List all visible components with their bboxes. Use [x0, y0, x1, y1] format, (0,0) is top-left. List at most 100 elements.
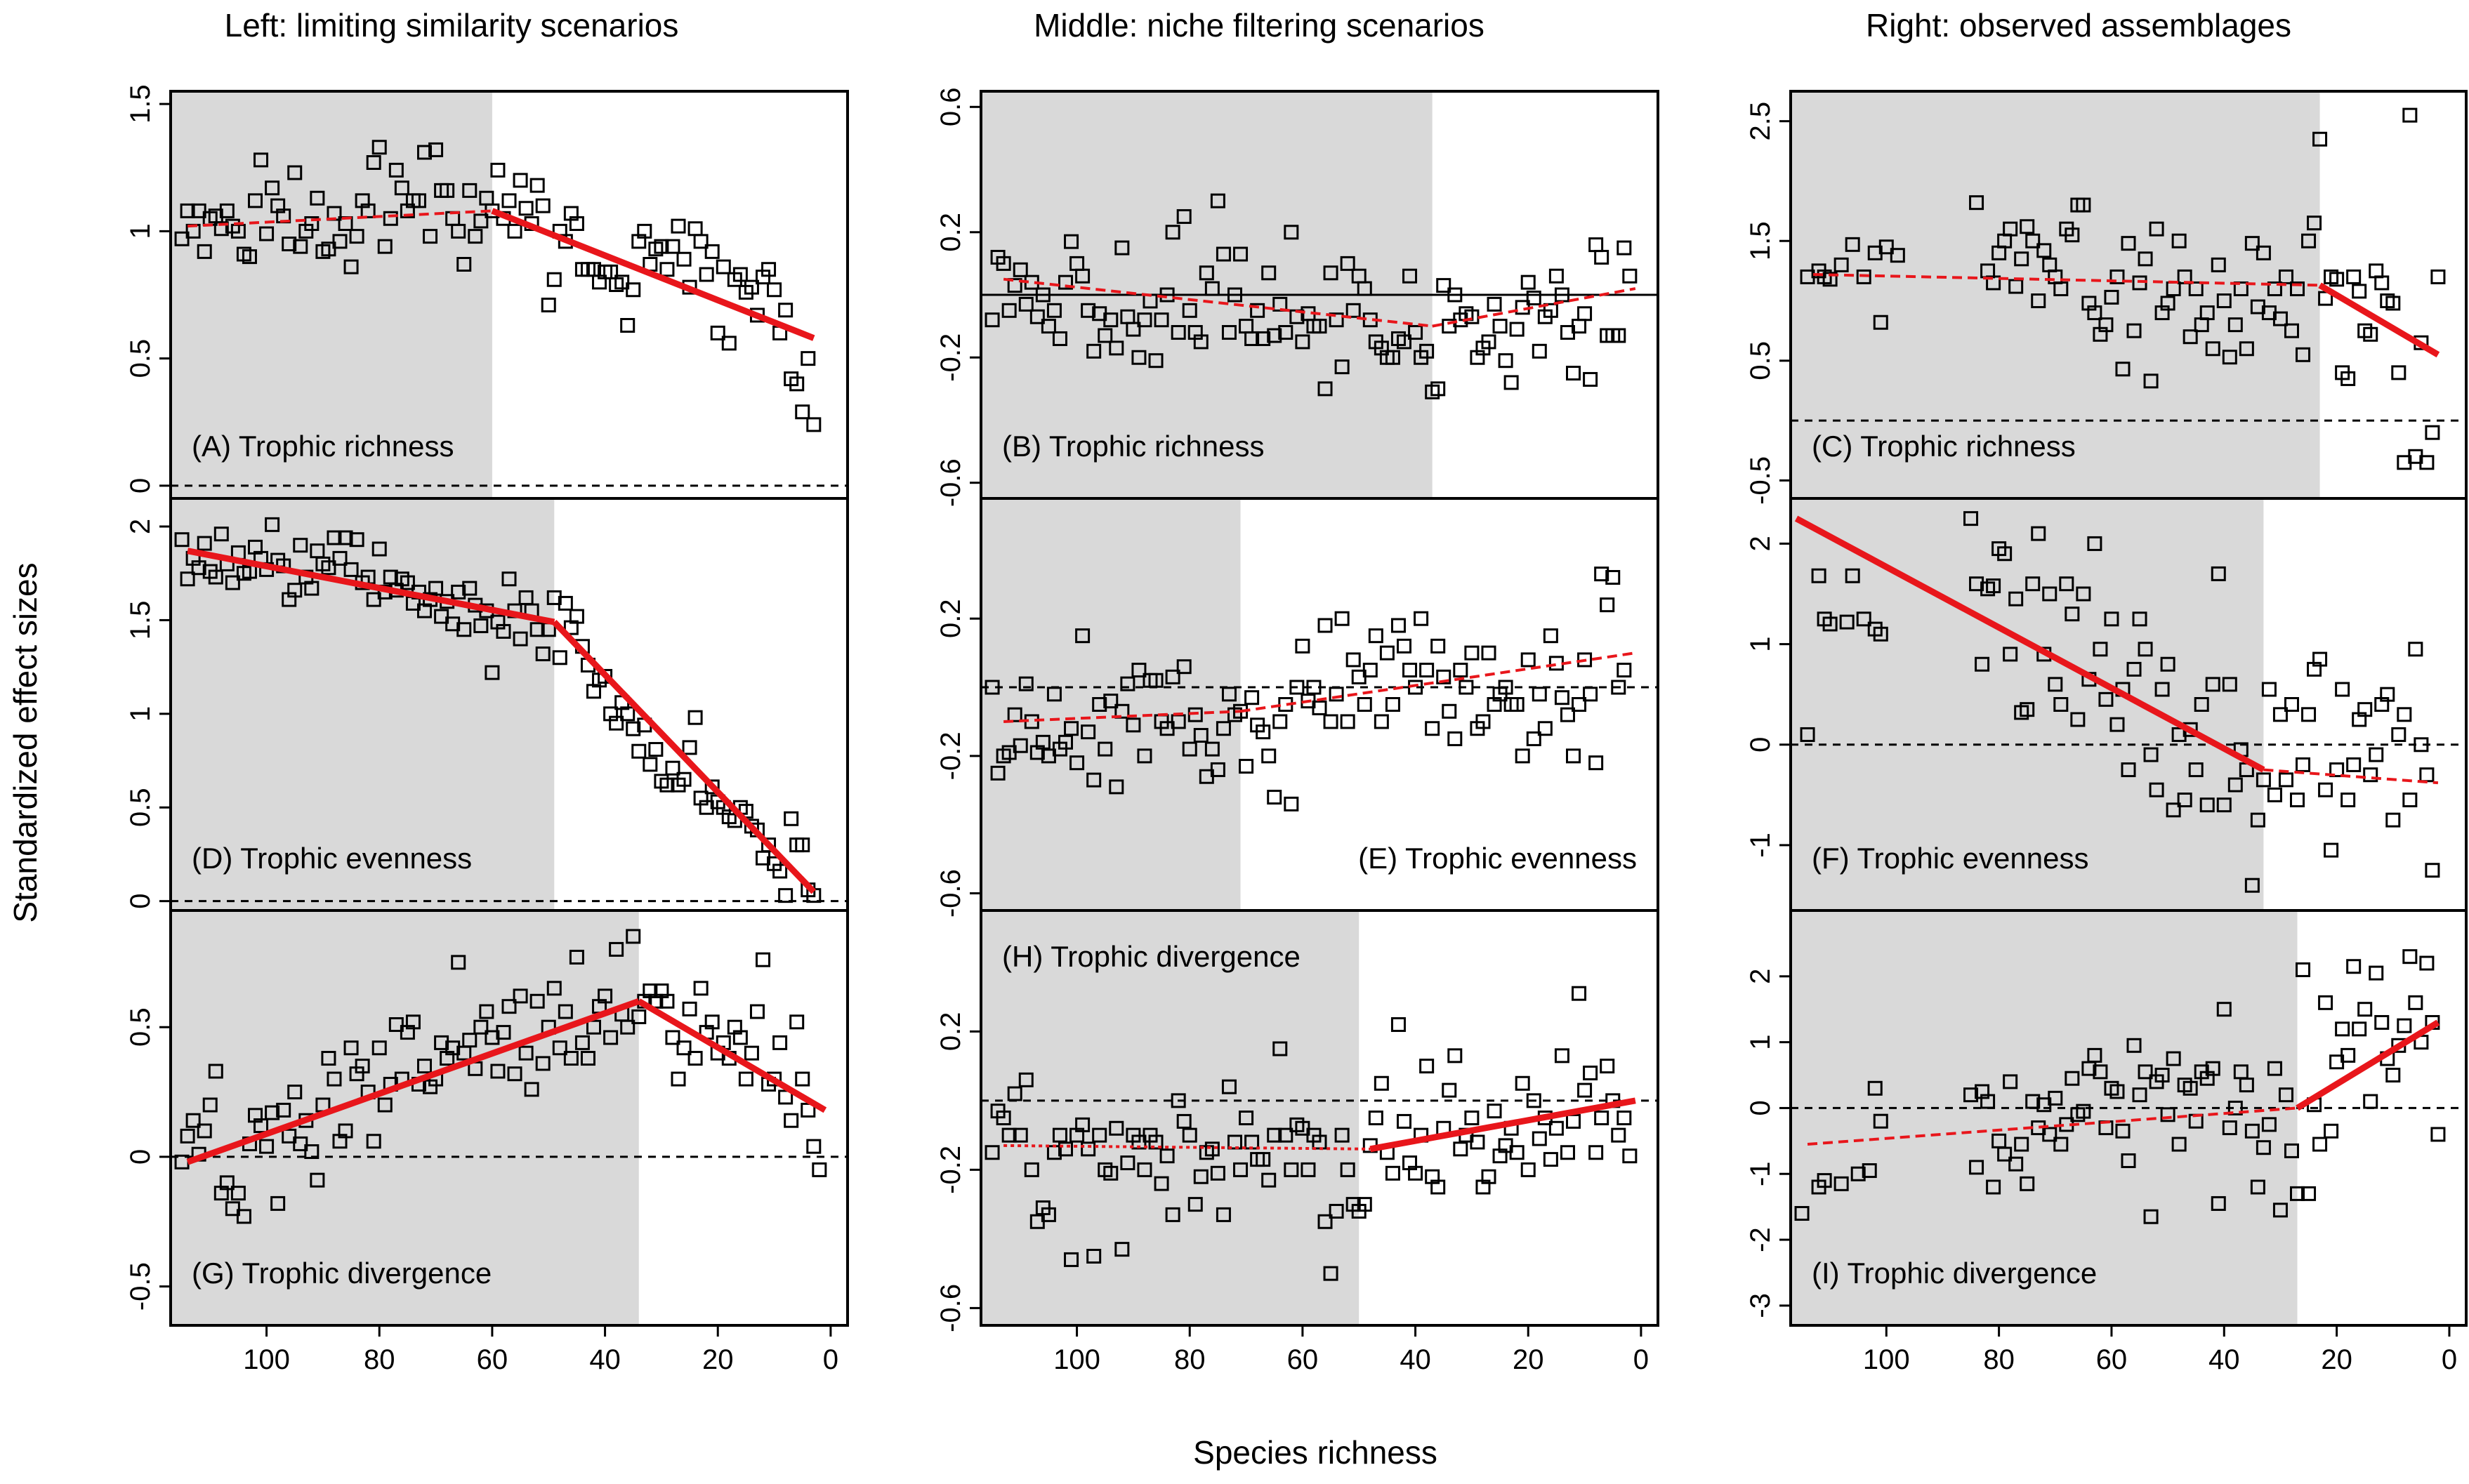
data-point	[1856, 269, 1871, 284]
shaded-region	[1791, 498, 2264, 910]
data-point	[2301, 1186, 2317, 1201]
data-point	[2425, 425, 2440, 440]
data-point	[282, 1128, 297, 1144]
data-point	[2121, 762, 2136, 778]
data-point	[2340, 371, 2356, 386]
data-point	[2143, 1209, 2159, 1224]
data-point	[2312, 131, 2328, 147]
data-point	[2211, 257, 2226, 272]
data-point	[631, 1009, 647, 1024]
data-point	[1131, 663, 1147, 678]
data-point	[2042, 1127, 2058, 1142]
data-point	[2166, 802, 2181, 818]
data-point	[2031, 293, 2046, 309]
y-tick-label: 1	[125, 706, 156, 722]
data-point	[185, 1113, 201, 1128]
data-point	[191, 203, 206, 218]
data-point	[2115, 1123, 2131, 1139]
y-tick-label: 0	[1745, 1100, 1776, 1115]
data-point	[1165, 669, 1180, 684]
data-point	[1617, 663, 1632, 678]
panel-i: -3 -2 -1 0 1 2 (I) Trophic divergence 100 80 60 40…	[1745, 909, 2468, 1375]
data-point	[1256, 331, 1271, 346]
data-point	[1622, 268, 1638, 284]
data-point	[343, 562, 359, 577]
data-point	[2250, 1179, 2265, 1195]
data-point	[2014, 1137, 2029, 1152]
data-point	[2177, 793, 2192, 808]
data-point	[2126, 1038, 2142, 1053]
data-point	[1833, 257, 1849, 272]
data-point	[1554, 1048, 1569, 1064]
data-point	[756, 952, 770, 967]
data-point	[1227, 1134, 1242, 1150]
data-point	[990, 765, 1006, 781]
data-point	[2171, 233, 2187, 249]
data-point	[2188, 281, 2204, 296]
data-point	[1509, 322, 1525, 337]
data-point	[574, 1035, 590, 1050]
data-point	[778, 888, 794, 903]
data-point	[1261, 748, 1277, 764]
data-point	[1442, 703, 1457, 719]
data-point	[513, 631, 528, 647]
data-point	[496, 1025, 511, 1040]
data-point	[1216, 1207, 1231, 1222]
data-point	[1822, 616, 1838, 632]
data-point	[586, 1019, 601, 1035]
panel-frame	[169, 909, 849, 1327]
data-point	[2098, 317, 2114, 333]
data-point	[2369, 965, 2384, 981]
data-point	[1515, 748, 1530, 764]
data-point	[230, 1186, 246, 1201]
data-point	[1390, 1017, 1406, 1033]
data-point	[1120, 1155, 1135, 1171]
data-point	[2352, 1021, 2367, 1037]
data-point	[423, 229, 438, 244]
data-point	[1487, 296, 1502, 312]
data-point	[1154, 1176, 1169, 1191]
data-point	[2031, 526, 2046, 541]
data-point	[287, 583, 303, 598]
data-point	[462, 183, 478, 198]
data-point	[620, 1019, 636, 1035]
x-tick-label: 100	[243, 1344, 290, 1375]
data-point	[1464, 645, 1480, 661]
data-point	[2070, 712, 2086, 727]
data-point	[535, 1056, 551, 1071]
data-point	[1159, 1148, 1175, 1164]
data-point	[1176, 208, 1192, 224]
panel-a: 0 0.5 1 1.5 (A) Trophic richness	[125, 84, 849, 500]
data-point	[338, 530, 353, 545]
data-point	[1833, 1176, 1849, 1191]
data-point	[2284, 1143, 2299, 1158]
data-point	[620, 318, 636, 333]
panel-label: (F) Trophic evenness	[1812, 842, 2089, 875]
data-point	[1239, 759, 1254, 774]
data-point	[2132, 611, 2147, 627]
data-point	[1165, 225, 1180, 240]
data-point	[2182, 329, 2198, 345]
data-point	[1284, 225, 1299, 240]
data-point	[2346, 757, 2362, 772]
data-point	[1035, 287, 1051, 303]
data-point	[445, 1040, 461, 1056]
data-point	[1526, 1093, 1541, 1108]
fit-line-2	[1240, 651, 1636, 713]
data-point	[2324, 842, 2339, 858]
data-point	[2329, 762, 2345, 778]
data-point	[197, 536, 212, 551]
data-point	[1577, 652, 1593, 668]
data-point	[1267, 790, 1282, 805]
data-point	[1046, 303, 1062, 318]
data-point	[1046, 687, 1062, 702]
data-point	[2363, 1094, 2378, 1109]
data-point	[213, 526, 229, 542]
y-tick-label: 2.5	[1745, 102, 1776, 141]
panel-e: -0.6 -0.2 0.2 (E) Trophic evenness	[935, 497, 1659, 917]
y-tick-label: 1.5	[1745, 221, 1776, 260]
data-point	[1345, 303, 1361, 318]
y-tick-label: 0.2	[935, 1012, 966, 1052]
y-tick-label: -1	[1745, 833, 1776, 858]
data-point	[772, 863, 788, 879]
